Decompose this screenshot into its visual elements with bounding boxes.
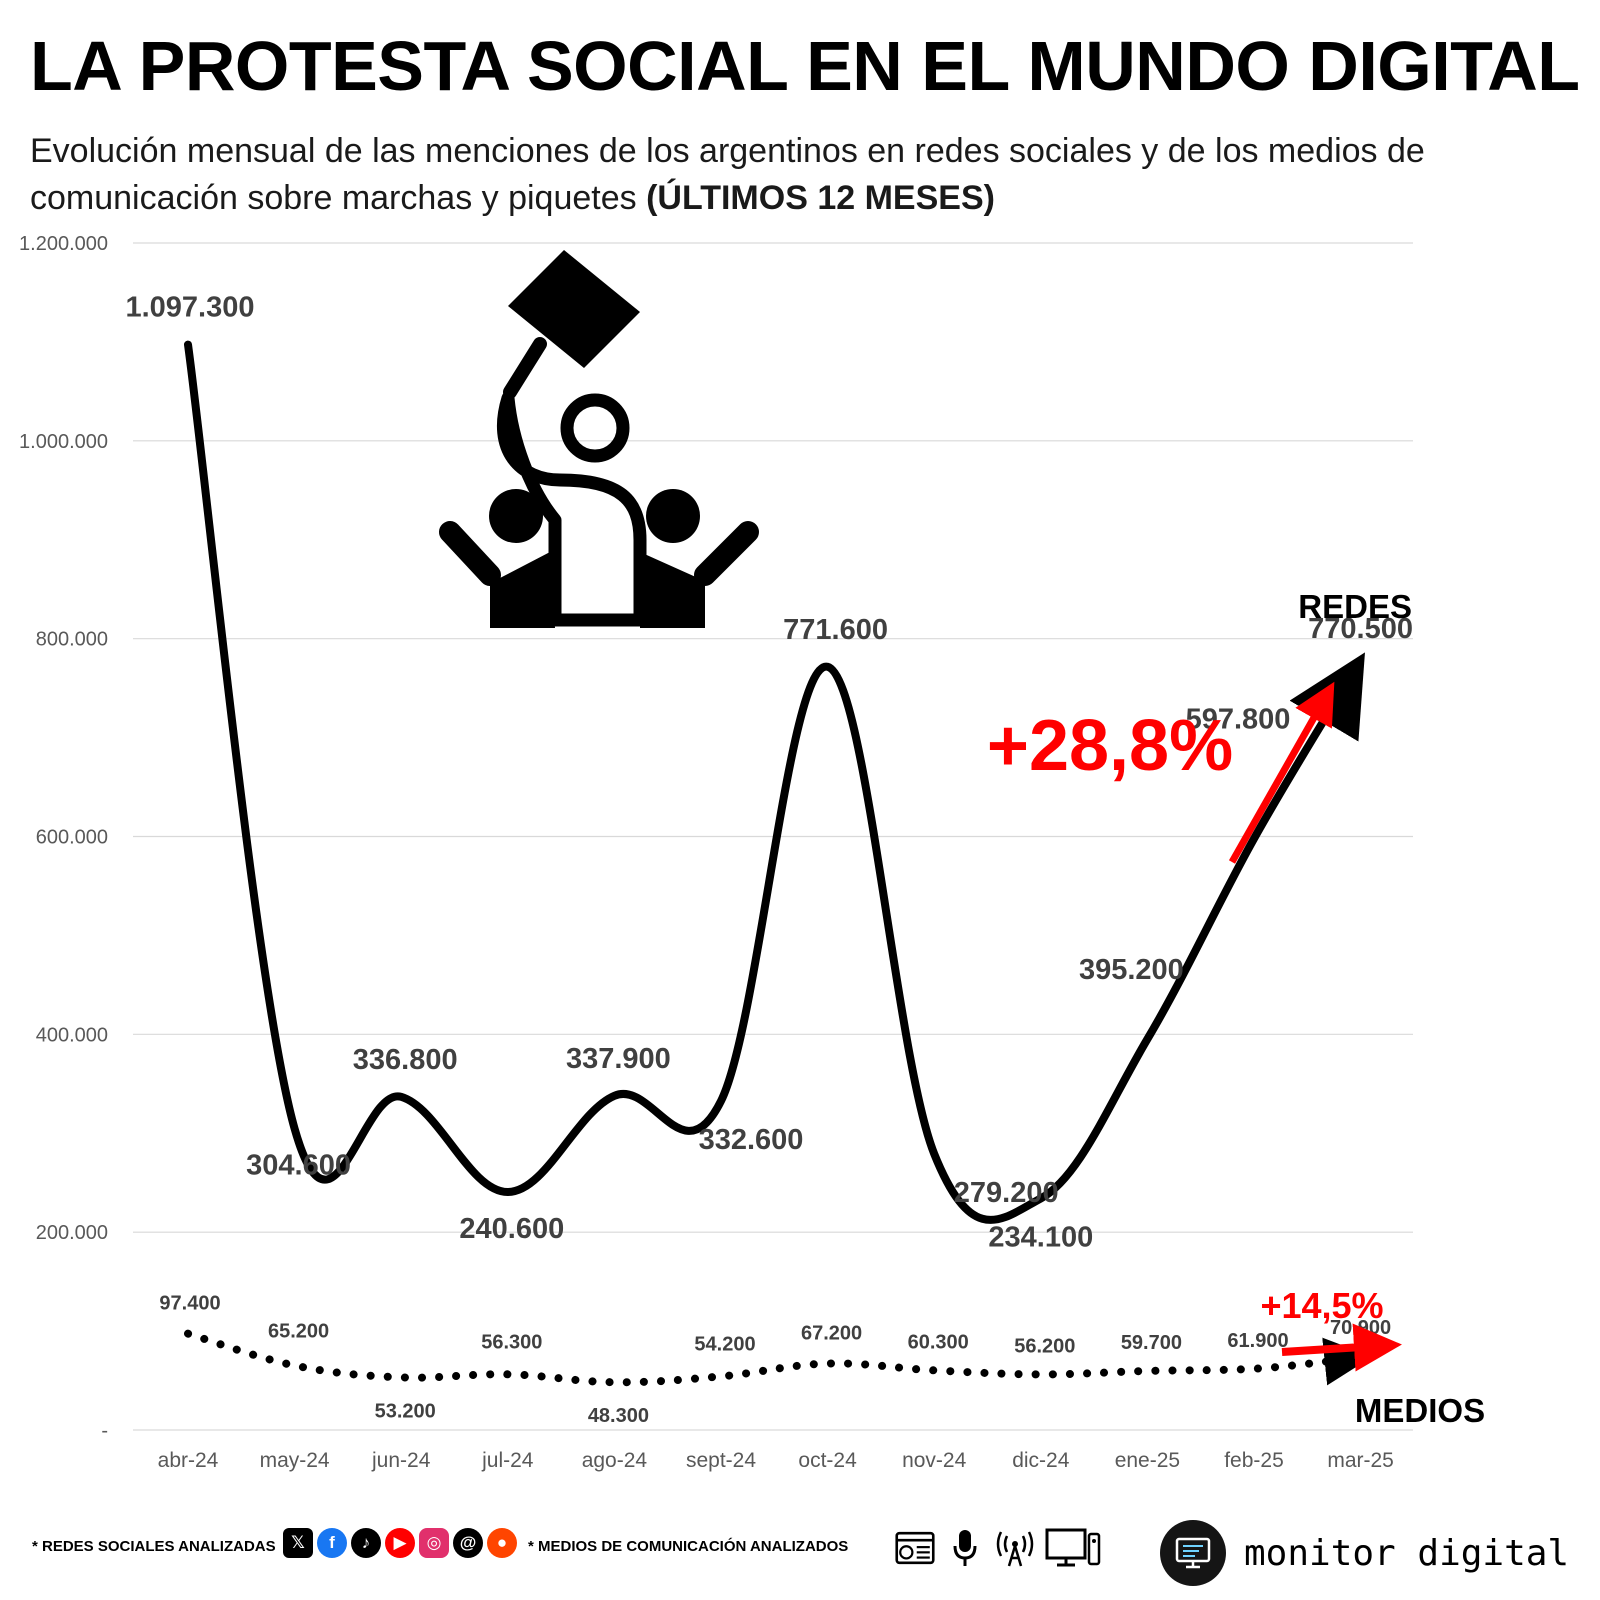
monitor-logo-icon xyxy=(1160,1520,1226,1586)
y-tick-label: - xyxy=(101,1420,108,1442)
medios-point xyxy=(721,1376,722,1377)
web-news-icon xyxy=(895,1528,935,1568)
y-axis-ticks: - 200.000 400.000 600.000 800.000 1.000.000 1.… xyxy=(19,233,108,1442)
medios-data-label: 56.200 xyxy=(1014,1335,1075,1357)
redes-data-label: 279.200 xyxy=(954,1177,1059,1209)
medios-data-label: 56.300 xyxy=(481,1331,542,1353)
x-tick-label: feb-25 xyxy=(1224,1449,1284,1472)
y-tick-label: 1.200.000 xyxy=(19,233,108,255)
x-tick-label: nov-24 xyxy=(902,1449,967,1472)
x-tick-label: may-24 xyxy=(260,1449,330,1472)
brand-name: monitor digital xyxy=(1244,1532,1570,1574)
medios-change-arrow xyxy=(1281,1323,1402,1372)
medios-change-label: +14,5% xyxy=(1260,1285,1383,1326)
redes-data-label: 770.500 xyxy=(1308,613,1413,645)
y-tick-label: 600.000 xyxy=(36,827,108,849)
x-tick-label: oct-24 xyxy=(798,1449,857,1472)
youtube-icon: ▶ xyxy=(385,1528,415,1558)
x-tick-label: ago-24 xyxy=(582,1449,648,1472)
redes-data-label: 336.800 xyxy=(353,1044,458,1076)
medios-point xyxy=(1340,1359,1341,1360)
y-tick-label: 200.000 xyxy=(36,1222,108,1244)
x-tick-label: dic-24 xyxy=(1012,1449,1070,1472)
x-tick-label: sept-24 xyxy=(686,1449,756,1472)
redes-data-labels: 1.097.300 304.600 336.800 240.600 337.900 332… xyxy=(125,292,1413,1254)
redes-data-label: 240.600 xyxy=(459,1213,564,1245)
medios-data-label: 48.300 xyxy=(588,1405,649,1427)
x-tick-label: ene-25 xyxy=(1115,1449,1180,1472)
medios-point xyxy=(1040,1374,1041,1375)
redes-data-label: 234.100 xyxy=(988,1221,1093,1253)
medios-data-label: 59.700 xyxy=(1121,1332,1182,1354)
medios-series-label: MEDIOS xyxy=(1355,1392,1485,1429)
subtitle-text: Evolución mensual de las menciones de lo… xyxy=(30,132,1425,217)
redes-series-line xyxy=(184,340,1365,1224)
social-icons: 𝕏 f ♪ ▶ ◎ @ ● xyxy=(283,1528,517,1558)
x-axis-ticks: abr-24 may-24 jun-24 jul-24 ago-24 sept-24 oct… xyxy=(158,1449,1394,1472)
instagram-icon: ◎ xyxy=(419,1528,449,1558)
redes-data-label: 304.600 xyxy=(246,1150,351,1182)
subtitle-period: (ÚLTIMOS 12 MESES) xyxy=(646,179,995,217)
medios-data-label: 61.900 xyxy=(1227,1330,1288,1352)
x-icon: 𝕏 xyxy=(283,1528,313,1558)
line-chart: - 200.000 400.000 600.000 800.000 1.000.000 1.… xyxy=(19,233,1485,1472)
chart-title: LA PROTESTA SOCIAL EN EL MUNDO DIGITAL xyxy=(30,27,1580,105)
redes-data-label: 337.900 xyxy=(566,1043,671,1075)
reddit-icon: ● xyxy=(487,1528,517,1558)
media-icons xyxy=(895,1528,1101,1568)
y-tick-label: 1.000.000 xyxy=(19,431,108,453)
redes-data-label: 1.097.300 xyxy=(125,292,254,324)
redes-data-label: 332.600 xyxy=(699,1124,804,1156)
redes-data-label: 597.800 xyxy=(1186,704,1291,736)
x-tick-label: mar-25 xyxy=(1327,1449,1394,1472)
medios-point xyxy=(614,1382,615,1383)
x-tick-label: jun-24 xyxy=(371,1449,431,1472)
x-tick-label: jul-24 xyxy=(481,1449,534,1472)
protest-illustration-icon xyxy=(439,250,759,628)
tiktok-icon: ♪ xyxy=(351,1528,381,1558)
redes-series-label: REDES xyxy=(1298,588,1412,625)
y-tick-label: 800.000 xyxy=(36,629,108,651)
microphone-icon xyxy=(945,1528,985,1568)
medios-data-label: 97.400 xyxy=(159,1293,220,1315)
threads-icon: @ xyxy=(453,1528,483,1558)
redes-data-label: 395.200 xyxy=(1079,954,1184,986)
media-outlets-label: * MEDIOS DE COMUNICACIÓN ANALIZADOS xyxy=(528,1538,849,1555)
tv-icon xyxy=(1045,1528,1101,1568)
medios-data-label: 60.300 xyxy=(908,1331,969,1353)
antenna-icon xyxy=(995,1528,1035,1568)
redes-data-label: 771.600 xyxy=(783,614,888,646)
x-tick-label: abr-24 xyxy=(158,1449,219,1472)
medios-data-label: 53.200 xyxy=(375,1400,436,1422)
medios-data-label: 65.200 xyxy=(268,1321,329,1343)
chart-subtitle: Evolución mensual de las menciones de lo… xyxy=(30,128,1570,222)
social-networks-label: * REDES SOCIALES ANALIZADAS xyxy=(32,1538,276,1555)
redes-change-label: +28,8% xyxy=(987,706,1233,786)
medios-point xyxy=(294,1365,295,1366)
y-tick-label: 400.000 xyxy=(36,1024,108,1046)
facebook-icon: f xyxy=(317,1528,347,1558)
medios-series-line xyxy=(184,1329,1373,1387)
redes-change-arrow xyxy=(1228,681,1335,864)
medios-data-labels: 97.400 65.200 53.200 56.300 48.300 54.200 67.2… xyxy=(159,1293,1391,1428)
medios-point xyxy=(1147,1370,1148,1371)
brand: monitor digital xyxy=(1160,1520,1569,1586)
medios-data-label: 54.200 xyxy=(694,1333,755,1355)
medios-data-label: 67.200 xyxy=(801,1323,862,1345)
footer: * REDES SOCIALES ANALIZADAS 𝕏 f ♪ ▶ ◎ @ … xyxy=(0,1510,1600,1590)
gridlines xyxy=(133,242,1413,1431)
